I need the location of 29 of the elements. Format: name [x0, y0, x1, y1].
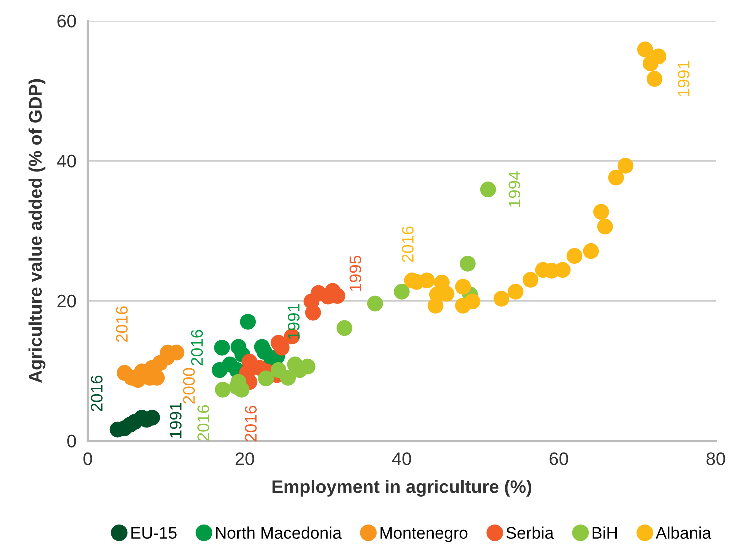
annotation: 1995	[350, 256, 362, 292]
annotation: 1994	[508, 172, 521, 207]
legend-label: North Macedonia	[216, 526, 342, 540]
annotation: 2016	[191, 330, 204, 366]
annotation: 2016	[198, 405, 210, 441]
annotation: 2016	[402, 226, 414, 262]
annotation: 2016	[91, 376, 103, 412]
legend-label: BiH	[592, 526, 618, 539]
x-axis-title: Employment in agriculture (%)	[272, 480, 532, 497]
annotation: 2016	[245, 406, 257, 442]
legend-label: Albania	[656, 526, 712, 540]
x-tick-label: 40	[392, 452, 412, 466]
annotation: 2016	[116, 306, 128, 342]
x-tick-label: 0	[84, 452, 92, 466]
x-tick-label: 80	[706, 452, 726, 466]
annotation: 2000	[183, 368, 196, 404]
legend-label: Montenegro	[380, 527, 468, 542]
y-tick-label: 40	[57, 154, 76, 168]
y-axis-title: Agriculture value added (% of GDP)	[28, 79, 46, 384]
annotation: 1991	[170, 402, 182, 438]
legend-label: EU-15	[132, 527, 177, 540]
y-tick-label: 20	[58, 294, 76, 308]
annotation: 1991	[288, 304, 300, 340]
legend-label: Serbia	[506, 526, 554, 540]
annotation: 1991	[678, 61, 690, 96]
x-tick-label: 20	[236, 452, 254, 466]
y-tick-label: 60	[58, 14, 76, 28]
y-tick-label: 0	[68, 434, 76, 448]
x-tick-label: 60	[550, 452, 568, 466]
